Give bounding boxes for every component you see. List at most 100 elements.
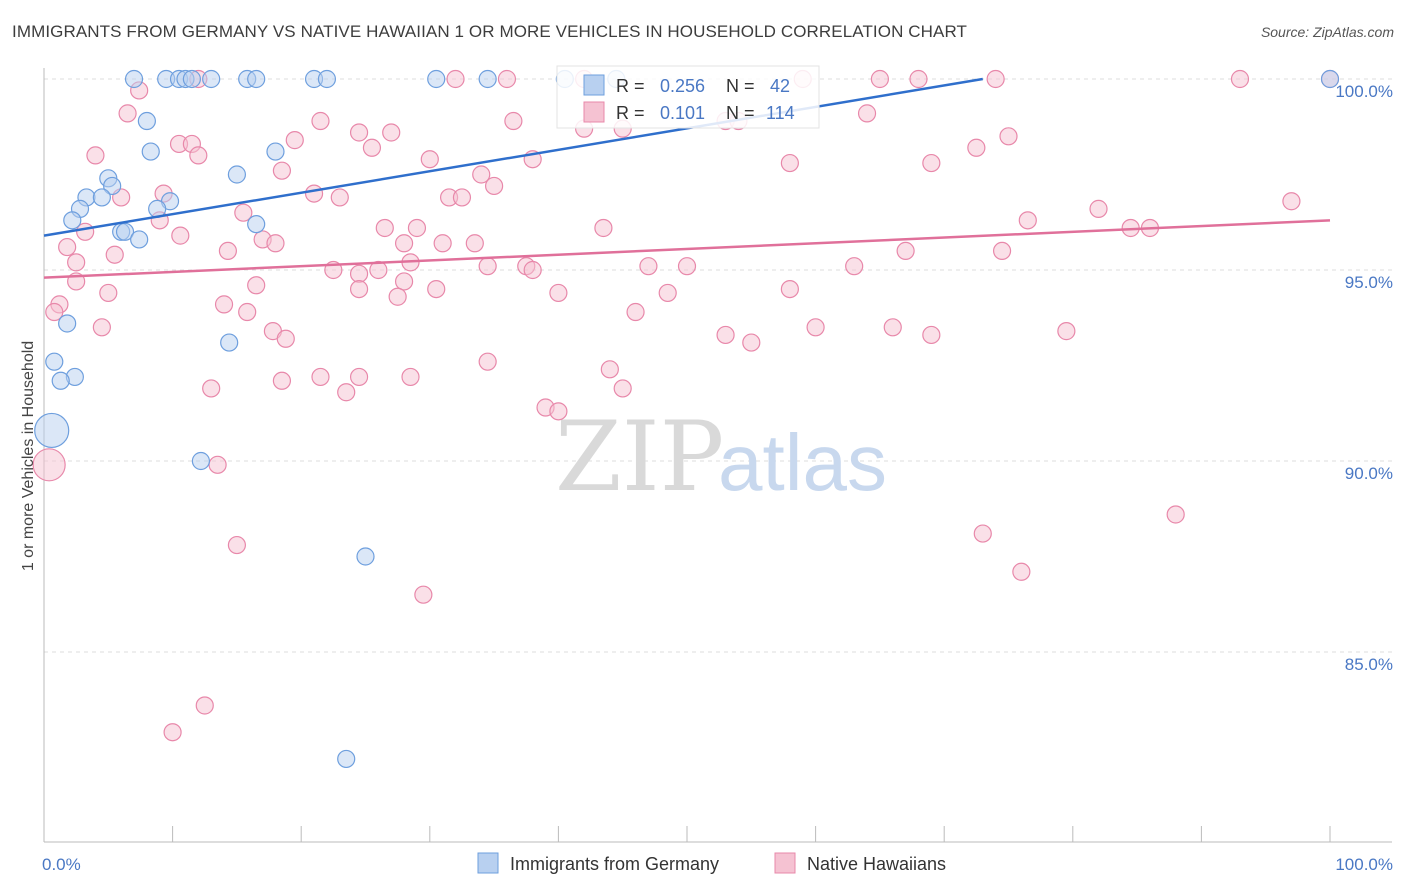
point-native-hawaiians xyxy=(414,585,433,604)
point-native-hawaiians xyxy=(330,188,349,207)
stats-swatch-germany xyxy=(583,74,605,96)
point-native-hawaiians xyxy=(99,283,118,303)
legend-swatch-hawaiians xyxy=(774,852,796,874)
stats-swatch-hawaiians xyxy=(583,101,605,123)
stats-r-label-hawaiians: R = xyxy=(616,103,645,123)
point-native-hawaiians xyxy=(202,379,221,398)
point-immigrants-from-germany xyxy=(34,412,70,449)
point-native-hawaiians xyxy=(382,123,401,142)
point-native-hawaiians xyxy=(394,272,414,291)
point-native-hawaiians xyxy=(86,146,105,165)
point-native-hawaiians xyxy=(362,138,382,157)
point-native-hawaiians xyxy=(780,280,799,299)
point-native-hawaiians xyxy=(967,138,986,157)
point-immigrants-from-germany xyxy=(220,333,239,352)
point-native-hawaiians xyxy=(420,150,439,169)
x-tick-label: 100.0% xyxy=(1335,855,1393,874)
point-immigrants-from-germany xyxy=(58,314,77,333)
point-immigrants-from-germany xyxy=(45,352,64,371)
y-tick-label: 95.0% xyxy=(1345,273,1393,292)
point-native-hawaiians xyxy=(92,318,111,337)
stats-n-germany: 42 xyxy=(770,76,790,96)
y-tick-label: 85.0% xyxy=(1345,655,1393,674)
trend-line-germany xyxy=(43,77,983,237)
watermark: ZIP atlas xyxy=(555,401,887,513)
point-native-hawaiians xyxy=(485,176,504,196)
point-immigrants-from-germany xyxy=(227,165,246,184)
point-native-hawaiians xyxy=(394,234,414,253)
point-immigrants-from-germany xyxy=(337,749,356,769)
point-native-hawaiians xyxy=(189,146,208,165)
point-native-hawaiians xyxy=(626,302,645,322)
y-tick-labels: 100.0% 95.0% 90.0% 85.0% xyxy=(1335,82,1393,674)
point-native-hawaiians xyxy=(973,524,992,543)
point-immigrants-from-germany xyxy=(103,176,122,196)
point-native-hawaiians xyxy=(433,234,452,253)
point-native-hawaiians xyxy=(247,276,266,295)
point-native-hawaiians xyxy=(1166,505,1185,524)
point-native-hawaiians xyxy=(349,264,369,283)
point-native-hawaiians xyxy=(276,329,295,348)
point-immigrants-from-germany xyxy=(124,69,144,89)
point-immigrants-from-germany xyxy=(182,69,201,89)
point-immigrants-from-germany xyxy=(51,371,70,390)
point-native-hawaiians xyxy=(105,245,124,264)
point-native-hawaiians xyxy=(658,283,677,303)
point-native-hawaiians xyxy=(304,184,324,203)
x-tick-label: 0.0% xyxy=(42,855,81,874)
point-native-hawaiians xyxy=(1089,199,1108,218)
point-native-hawaiians xyxy=(234,203,253,222)
stats-n-label-germany: N = xyxy=(726,76,755,96)
point-native-hawaiians xyxy=(613,379,632,398)
point-native-hawaiians xyxy=(478,257,497,276)
stats-r-germany: 0.256 xyxy=(660,76,705,96)
point-native-hawaiians xyxy=(896,241,915,260)
point-native-hawaiians xyxy=(478,352,497,371)
series-native-hawaiians xyxy=(32,69,1340,742)
point-native-hawaiians xyxy=(67,253,86,272)
point-native-hawaiians xyxy=(266,234,285,253)
point-native-hawaiians xyxy=(600,360,619,379)
point-native-hawaiians xyxy=(407,218,427,238)
point-native-hawaiians xyxy=(1057,322,1076,341)
point-native-hawaiians xyxy=(311,111,330,131)
point-native-hawaiians xyxy=(337,383,356,402)
point-native-hawaiians xyxy=(163,723,182,742)
point-native-hawaiians xyxy=(806,318,825,337)
point-immigrants-from-germany xyxy=(247,69,266,89)
point-immigrants-from-germany xyxy=(247,215,266,234)
point-native-hawaiians xyxy=(452,188,472,207)
point-native-hawaiians xyxy=(549,402,568,421)
point-native-hawaiians xyxy=(472,165,491,184)
x-tick-labels: 0.0% 100.0% xyxy=(42,855,1393,874)
point-native-hawaiians xyxy=(388,287,407,306)
trend-lines xyxy=(43,77,1331,279)
stats-n-label-hawaiians: N = xyxy=(726,103,755,123)
point-immigrants-from-germany xyxy=(191,451,210,471)
point-native-hawaiians xyxy=(845,257,864,276)
point-native-hawaiians xyxy=(883,318,902,337)
point-native-hawaiians xyxy=(1018,211,1037,230)
point-native-hawaiians xyxy=(992,241,1012,260)
legend-label-germany: Immigrants from Germany xyxy=(510,854,719,874)
watermark-atlas: atlas xyxy=(718,418,887,507)
stats-n-hawaiians: 114 xyxy=(766,103,795,123)
point-native-hawaiians xyxy=(195,696,214,715)
source-label: Source: ZipAtlas.com xyxy=(1260,24,1394,40)
y-tick-label: 90.0% xyxy=(1345,464,1393,483)
point-native-hawaiians xyxy=(446,69,465,89)
point-native-hawaiians xyxy=(716,325,735,345)
stats-legend: R = 0.256 N = 42 R = 0.101 N = 114 xyxy=(556,65,820,129)
point-immigrants-from-germany xyxy=(202,69,221,89)
point-native-hawaiians xyxy=(909,69,928,89)
stats-r-hawaiians: 0.101 xyxy=(660,103,705,123)
point-native-hawaiians xyxy=(1230,69,1250,89)
point-native-hawaiians xyxy=(465,234,484,253)
point-immigrants-from-germany xyxy=(478,69,497,89)
point-native-hawaiians xyxy=(214,295,234,314)
point-native-hawaiians xyxy=(311,367,330,387)
point-native-hawaiians xyxy=(742,333,761,352)
point-native-hawaiians xyxy=(870,69,890,89)
point-native-hawaiians xyxy=(208,455,227,474)
